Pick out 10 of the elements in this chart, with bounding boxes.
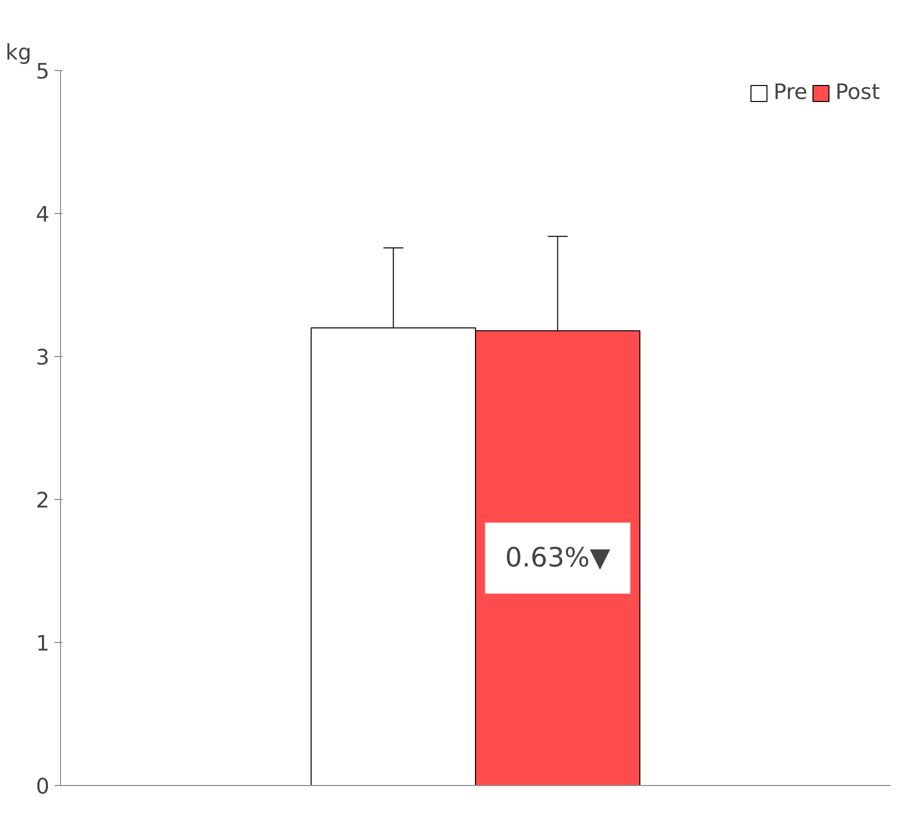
legend-label: Pre xyxy=(773,80,808,105)
y-tick-label: 2 xyxy=(36,488,50,514)
y-tick-label: 5 xyxy=(36,60,50,84)
annotation: 0.63%▼ xyxy=(505,542,611,574)
y-tick-label: 0 xyxy=(36,774,50,800)
y-tick-label: 1 xyxy=(36,632,50,656)
legend-label: Post xyxy=(835,80,880,105)
y-tick-label: 3 xyxy=(36,346,50,370)
y-axis-title: kg xyxy=(6,40,32,66)
y-tick-label: 4 xyxy=(36,202,50,228)
